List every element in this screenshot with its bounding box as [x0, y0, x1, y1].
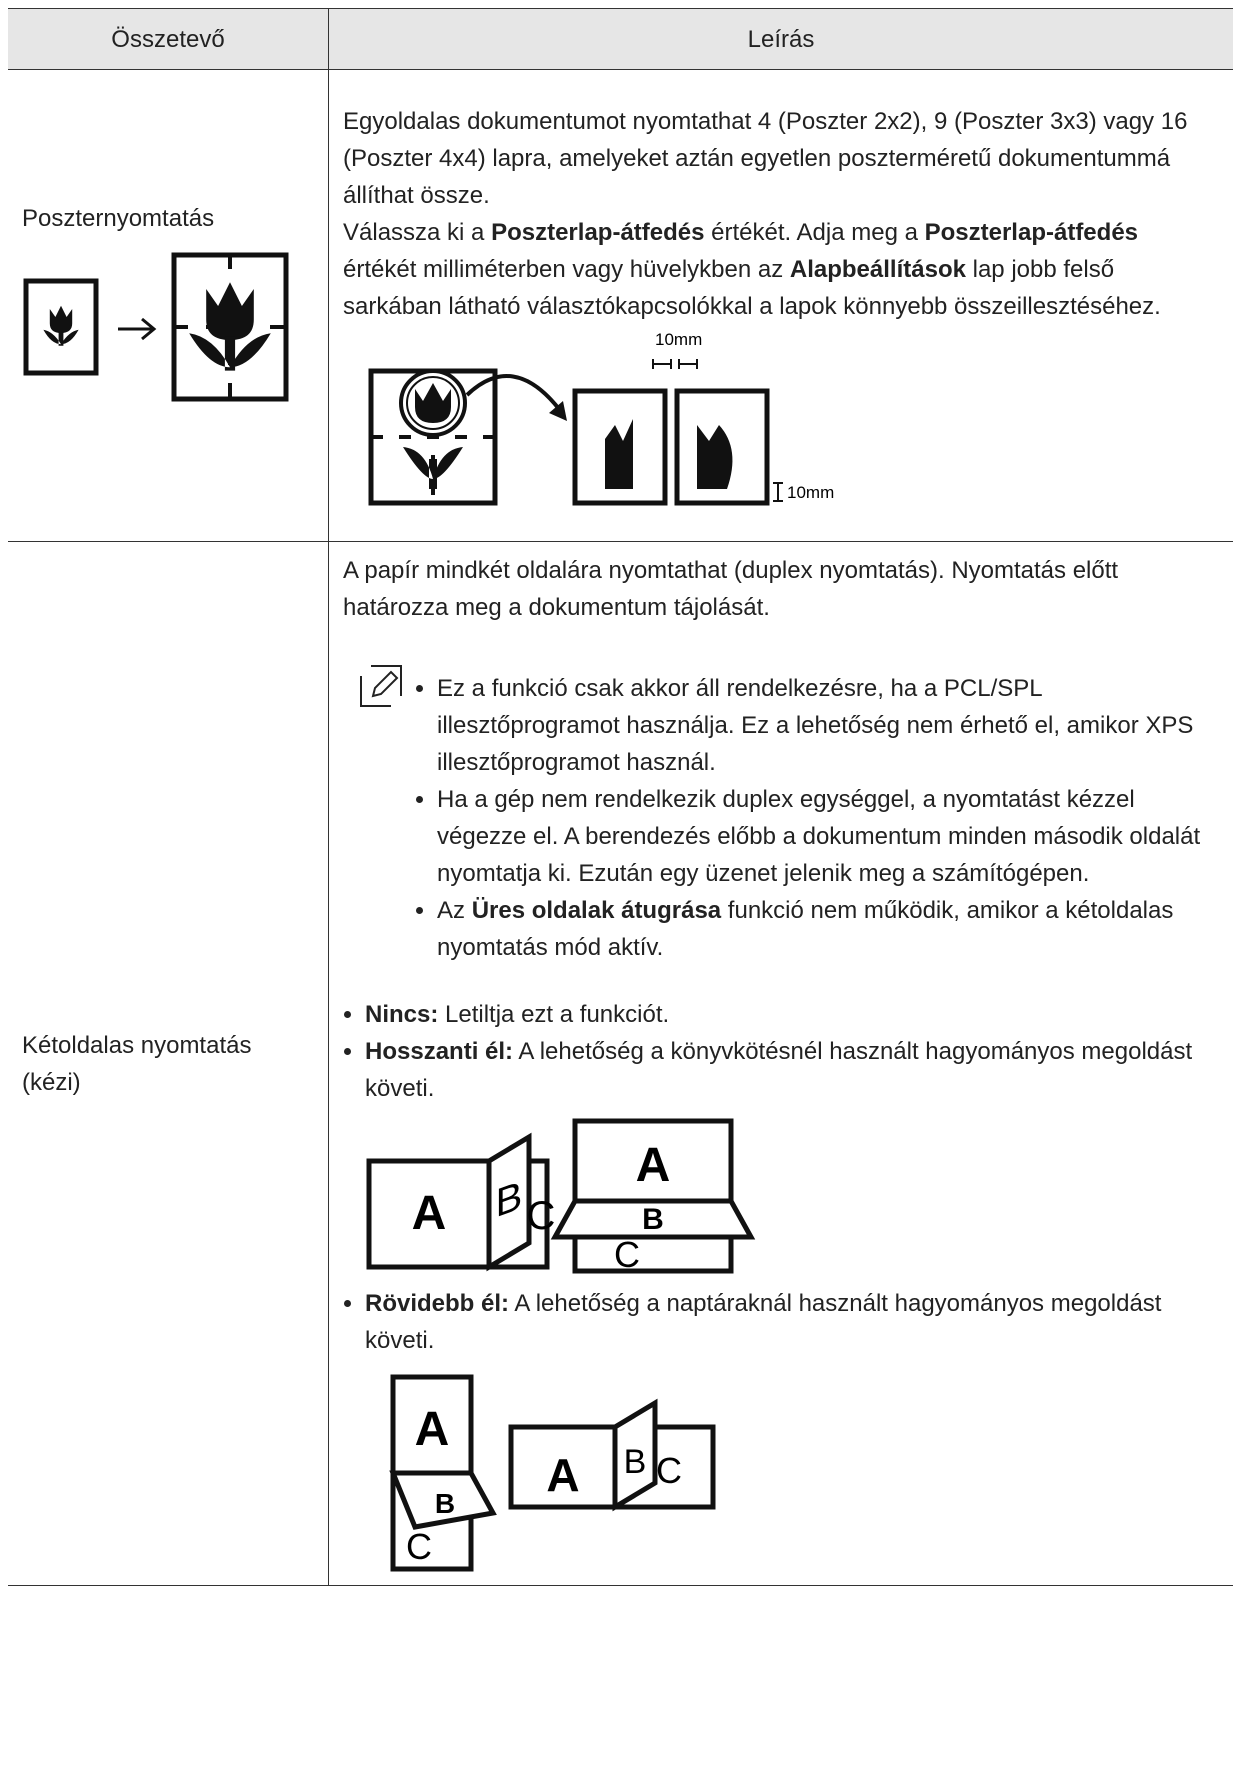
text-run: értékét milliméterben vagy hüvelykben az — [343, 255, 790, 283]
note-item: Ez a funkció csak akkor áll rendelkezésr… — [437, 670, 1213, 781]
text-run: értékét. Adja meg a — [704, 218, 925, 246]
note-item: Ha a gép nem rendelkezik duplex egységge… — [437, 781, 1213, 892]
option: Rövidebb él: A lehetőség a naptáraknál h… — [365, 1285, 1213, 1573]
figure-label: 10mm — [787, 483, 834, 502]
figure-letter: C — [656, 1450, 682, 1491]
text-run: funkció nem működik, amikor a kétoldalas… — [437, 897, 1174, 961]
note: Ez a funkció csak akkor áll rendelkezésr… — [359, 664, 1213, 966]
text-run: Válassza ki a — [343, 218, 492, 246]
option-text: Letiltja ezt a funkciót. — [445, 1001, 670, 1028]
figure-letter: B — [435, 1488, 455, 1519]
figure-letter: C — [527, 1194, 556, 1238]
figure-letter: A — [636, 1139, 671, 1192]
figure-letter: C — [406, 1526, 432, 1567]
option-label: Rövidebb él: — [365, 1290, 510, 1317]
option-list: Nincs: Letiltja ezt a funkciót. Hosszant… — [343, 996, 1213, 1573]
option: Nincs: Letiltja ezt a funkciót. — [365, 996, 1213, 1033]
figure-letter: B — [624, 1443, 647, 1481]
bold-run: Alapbeállítások — [789, 255, 966, 283]
figure-letter: B — [496, 1172, 523, 1226]
text-run: Ez a funkció csak akkor áll rendelkezésr… — [437, 675, 1194, 776]
text-run: Az — [437, 897, 472, 924]
component-cell: Kétoldalas nyomtatás (kézi) — [8, 541, 329, 1586]
short-edge-figure: A B C A B C — [389, 1374, 716, 1572]
option-label: Nincs: — [365, 1001, 439, 1028]
text-run: Egyoldalas dokumentumot nyomtathat 4 (Po… — [343, 107, 1188, 209]
row: Poszternyomtatás Egyoldalas dokumentumot… — [8, 69, 1233, 542]
bold-run: Üres oldalak átugrása — [471, 897, 722, 924]
note-item: Az Üres oldalak átugrása funkció nem műk… — [437, 892, 1213, 966]
component-cell: Poszternyomtatás — [8, 69, 329, 542]
description-cell: A papír mindkét oldalára nyomtathat (dup… — [328, 541, 1233, 1586]
text-run: Ha a gép nem rendelkezik duplex egységge… — [437, 786, 1201, 887]
option-text: A lehetőség a naptáraknál használt hagyo… — [365, 1290, 1162, 1354]
header-cell: Összetevő — [8, 8, 329, 70]
figure-letter: A — [546, 1449, 579, 1501]
note-icon — [360, 665, 402, 707]
description-cell: Egyoldalas dokumentumot nyomtathat 4 (Po… — [328, 69, 1233, 542]
table: Összetevő Leírás Poszternyomtatás — [8, 8, 1233, 1586]
bold-run: Poszterlap-átfedés — [924, 218, 1139, 246]
figure-letter: A — [412, 1187, 447, 1240]
note-list: Ez a funkció csak akkor áll rendelkezésr… — [403, 670, 1213, 966]
text-run: lap jobb felső sarkában látható választó… — [343, 255, 1161, 320]
row: Kétoldalas nyomtatás (kézi) A papír mind… — [8, 541, 1233, 1586]
component: Poszternyomtatás — [22, 205, 215, 232]
poster-icon — [23, 252, 289, 402]
option-text: A lehetőség a könyvkötésnél használt hag… — [365, 1038, 1193, 1102]
poster-figure: 10mm 10mm — [368, 330, 834, 505]
paragraph: Válassza ki a Poszterlap-átfedés értékét… — [343, 214, 1213, 325]
header-row: Összetevő Leírás — [8, 8, 1233, 70]
figure-letter: A — [415, 1403, 450, 1456]
text-run: A papír mindkét oldalára nyomtathat (dup… — [343, 557, 1119, 621]
long-edge-figure: A B C A B C — [366, 1118, 756, 1275]
figure-letter: C — [614, 1234, 640, 1275]
figure-letter: B — [642, 1203, 664, 1236]
paragraph: A papír mindkét oldalára nyomtathat (dup… — [343, 552, 1213, 626]
component: Kétoldalas nyomtatás (kézi) — [22, 1031, 252, 1096]
header-cell: Leírás — [328, 8, 1233, 70]
paragraph: Egyoldalas dokumentumot nyomtathat 4 (Po… — [343, 103, 1213, 214]
bold-run: Poszterlap-átfedés — [491, 218, 705, 246]
option: Hosszanti él: A lehetőség a könyvkötésné… — [365, 1033, 1213, 1277]
option-label: Hosszanti él: — [365, 1038, 514, 1065]
figure-label: 10mm — [655, 330, 702, 349]
